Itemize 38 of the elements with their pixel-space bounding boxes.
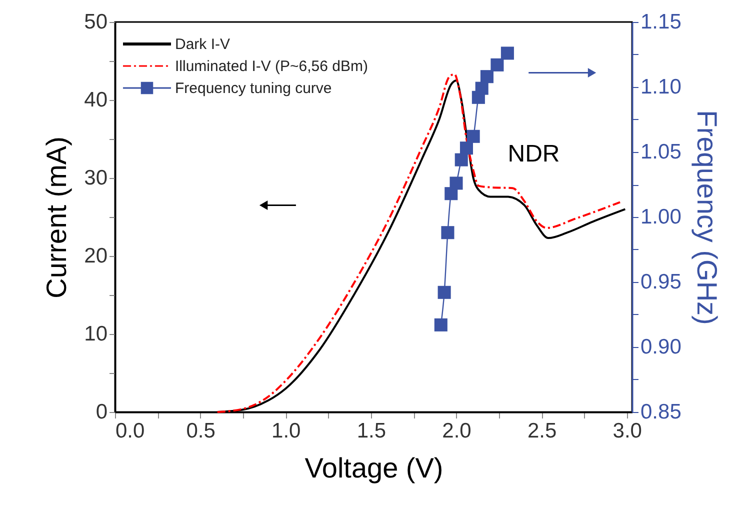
point <box>454 153 468 166</box>
y2-tick-label: 0.95 <box>640 270 682 294</box>
y-tick-label: 30 <box>84 166 108 190</box>
annotation: NDR <box>508 140 560 168</box>
y2-tick-label: 0.85 <box>640 400 682 424</box>
y2-tick-label: 1.05 <box>640 140 682 164</box>
x-tick-label: 0.5 <box>186 420 216 442</box>
point <box>434 318 448 332</box>
legend-label: Frequency tuning curve <box>175 80 332 97</box>
legend-label: Dark I-V <box>175 36 230 53</box>
point <box>441 226 454 240</box>
point <box>500 46 514 60</box>
point <box>490 58 504 72</box>
y2-tick-label: 0.90 <box>640 336 682 358</box>
x-tick-label: 1.0 <box>272 420 301 442</box>
x-tick-label: 2.5 <box>527 420 557 442</box>
y2-tick-label: 1.10 <box>640 76 682 98</box>
point <box>475 82 488 95</box>
y-tick-label: 20 <box>84 244 108 268</box>
y2-axis-title: Frequency (GHz) <box>691 110 722 325</box>
y2-tick-label: 1.00 <box>640 206 682 228</box>
point <box>466 130 480 143</box>
point <box>460 142 474 155</box>
point <box>480 70 494 84</box>
legend-label: Illuminated I-V (P~6,56 dBm) <box>175 58 368 75</box>
y-tick-label: 50 <box>84 10 108 34</box>
point <box>450 176 463 190</box>
x-axis-title: Voltage (V) <box>304 452 444 484</box>
y-axis-title: Current (mA) <box>41 136 72 298</box>
y-tick-label: 40 <box>84 88 108 112</box>
x-tick-label: 3.0 <box>612 420 642 442</box>
x-tick-label: 0.0 <box>116 420 145 442</box>
y-tick-label: 0 <box>96 400 108 424</box>
y-tick-label: 10 <box>84 322 108 346</box>
y2-tick-label: 1.15 <box>640 10 682 34</box>
x-tick-label: 1.5 <box>356 420 386 442</box>
point <box>438 286 451 299</box>
x-tick-label: 2.0 <box>442 420 472 442</box>
